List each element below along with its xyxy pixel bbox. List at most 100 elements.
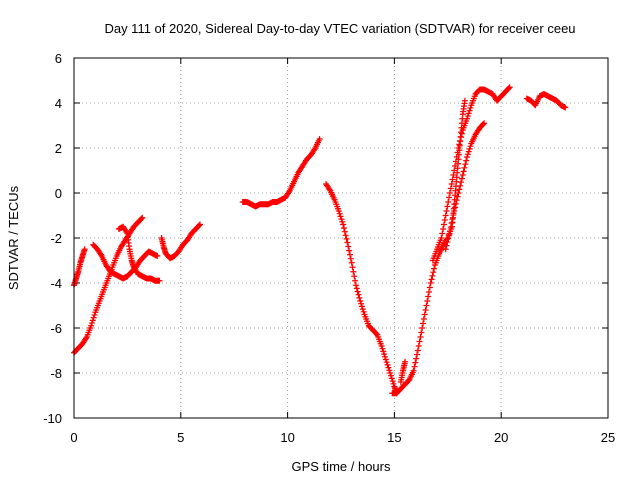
data-point-arc10	[453, 154, 460, 160]
data-point-arc8	[417, 334, 424, 340]
data-point-arc10	[441, 217, 448, 223]
data-point-arc7	[355, 291, 362, 298]
data-point-arc10	[506, 84, 513, 91]
y-tick-label: 6	[55, 51, 62, 66]
data-point-arc11	[465, 148, 472, 155]
y-tick-label: 2	[55, 141, 62, 156]
x-tick-label: 0	[70, 430, 77, 445]
data-point-arc8	[424, 298, 431, 304]
data-point-arc8	[414, 347, 421, 354]
y-tick-label: -10	[43, 411, 62, 426]
data-point-arc8	[461, 97, 468, 104]
data-point-arc10	[458, 134, 465, 141]
data-point-arc8	[414, 351, 421, 358]
data-point-arc7	[359, 306, 366, 313]
data-point-arc7	[388, 375, 395, 382]
data-point-arc10	[440, 221, 447, 228]
data-point-arc11	[464, 154, 471, 160]
data-point-arc7	[387, 372, 394, 379]
data-point-arc8	[425, 293, 432, 300]
data-point-arc11	[464, 151, 471, 158]
data-point-arc7	[385, 364, 392, 371]
data-point-arc11	[467, 143, 474, 150]
data-point-arc2	[82, 335, 89, 342]
data-point-arc3	[97, 251, 104, 258]
data-point-arc7	[342, 232, 349, 239]
data-point-arc8	[426, 284, 433, 291]
data-point-arc11	[450, 212, 457, 219]
data-point-arc7	[340, 225, 347, 232]
data-point-arc8	[427, 280, 434, 286]
data-point-arc11	[466, 145, 473, 152]
data-point-arc11	[451, 208, 458, 214]
data-point-arc7	[326, 186, 333, 193]
data-point-arc8	[415, 343, 422, 349]
data-point-arc7	[386, 367, 393, 374]
data-point-arc7	[344, 239, 351, 246]
data-point-arc7	[349, 264, 356, 271]
data-point-arc5	[197, 221, 204, 228]
data-point-arc2	[138, 215, 145, 222]
data-point-arc10	[439, 230, 446, 237]
data-point-arc8	[411, 363, 418, 370]
data-point-arc10	[454, 149, 461, 156]
data-point-arc7	[381, 351, 388, 358]
chart-title: Day 111 of 2020, Sidereal Day-to-day VTE…	[104, 21, 575, 36]
data-point-arc8	[416, 338, 423, 345]
data-point-arc8	[430, 269, 437, 276]
data-point-arc8	[413, 355, 420, 362]
data-point-arc11	[455, 190, 462, 196]
data-point-arc7	[347, 255, 354, 262]
data-point-arc8	[419, 325, 426, 331]
data-point-arc7	[383, 359, 390, 366]
data-point-arc2	[139, 214, 146, 221]
data-point-arc1	[81, 246, 88, 253]
data-point-arc8	[423, 302, 430, 309]
data-point-arc11	[446, 228, 453, 235]
data-point-arc10	[465, 110, 472, 117]
data-point-arc11	[481, 120, 488, 127]
data-point-arc11	[447, 224, 454, 231]
data-point-arc10	[466, 107, 473, 114]
data-point-arc7	[336, 210, 343, 217]
data-point-arc10	[447, 185, 454, 192]
data-point-arc11	[460, 168, 467, 175]
data-point-arc10	[452, 163, 459, 169]
data-point-arc7	[373, 330, 380, 337]
data-point-arc10	[443, 208, 450, 214]
data-point-arc7	[345, 243, 352, 250]
data-point-arc12	[562, 104, 569, 111]
data-point-arc11	[463, 157, 470, 164]
x-tick-label: 15	[387, 430, 401, 445]
y-tick-label: 0	[55, 186, 62, 201]
data-point-arc8	[428, 276, 435, 283]
data-point-arc10	[446, 194, 453, 201]
data-point-arc7	[337, 213, 344, 220]
grid-lines	[74, 58, 608, 418]
y-tick-label: -6	[50, 321, 62, 336]
data-point-arc7	[352, 282, 359, 289]
data-point-arc11	[459, 172, 466, 178]
data-point-arc8	[420, 316, 427, 322]
data-point-arc7	[378, 343, 385, 349]
data-point-arc7	[384, 361, 391, 368]
data-point-arc8	[429, 272, 436, 279]
data-point-arc11	[458, 175, 465, 182]
data-point-arc7	[358, 300, 365, 307]
data-point-arc7	[341, 228, 348, 235]
x-tick-label: 25	[601, 430, 615, 445]
data-point-arc11	[457, 182, 464, 189]
data-point-arc10	[450, 172, 457, 178]
data-point-arc7	[340, 221, 347, 228]
data-point-arc8	[420, 320, 427, 327]
data-point-arc11	[452, 200, 459, 207]
data-point-arc8	[412, 359, 419, 366]
data-point-arc7	[379, 345, 386, 352]
y-axis-label: SDTVAR / TECUs	[6, 185, 21, 290]
data-point-arc2	[91, 311, 98, 318]
data-point-arc8	[410, 367, 417, 374]
data-point-arc7	[390, 380, 397, 387]
data-point-arc10	[458, 130, 465, 137]
data-point-arc11	[449, 216, 456, 223]
